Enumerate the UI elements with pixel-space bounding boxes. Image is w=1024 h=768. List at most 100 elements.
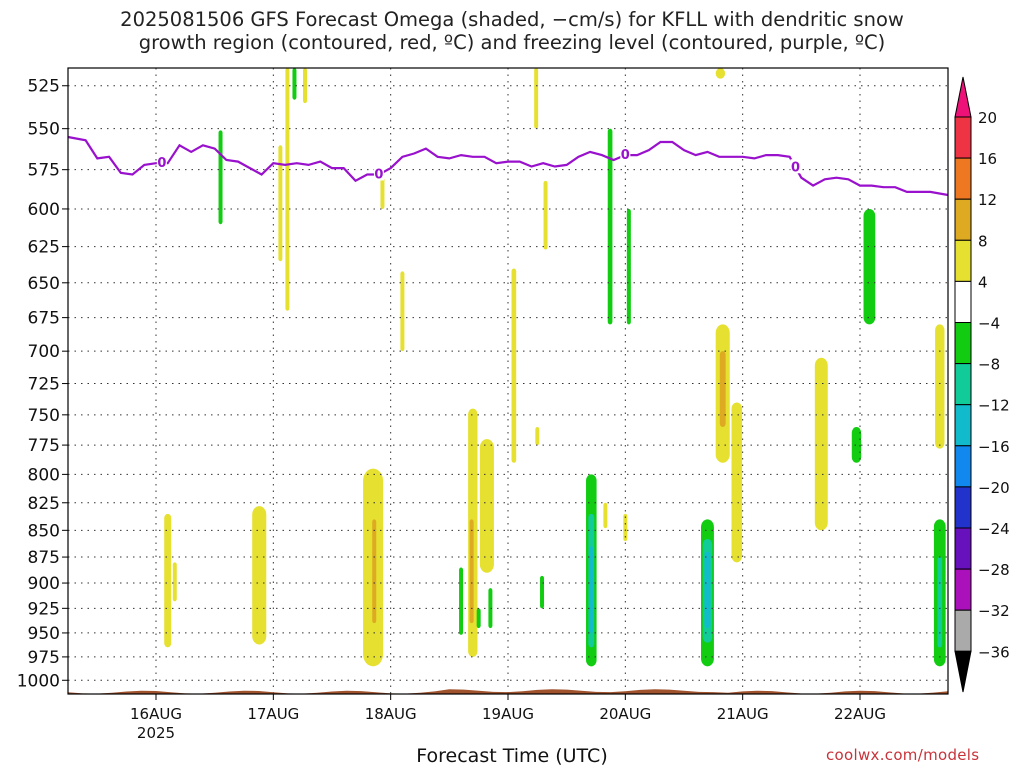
colorbar-swatch xyxy=(954,445,972,488)
colorbar: 20 16 12 8 4 −4 −8 −12 −16 −20 −24 −28 −32 −36 xyxy=(954,76,1010,693)
colorbar-swatch xyxy=(954,322,972,365)
freezing-level-label: 0 xyxy=(621,148,630,163)
colorbar-swatch xyxy=(954,198,972,241)
omega-region xyxy=(814,357,828,531)
y-tick-label: 825 xyxy=(28,494,60,514)
omega-region xyxy=(863,208,876,325)
x-tick-label: 16AUG xyxy=(130,705,182,723)
y-tick-label: 1000 xyxy=(17,671,60,691)
credit-text: coolwx.com/models xyxy=(826,746,980,764)
colorbar-label: 20 xyxy=(978,109,997,127)
omega-region xyxy=(400,271,405,352)
freezing-level-label-bg xyxy=(373,166,384,181)
omega-region xyxy=(731,402,743,563)
omega-region xyxy=(715,68,726,79)
omega-region xyxy=(626,208,631,325)
omega-region xyxy=(937,557,943,648)
colorbar-swatch xyxy=(954,527,972,570)
freezing-level-label: 0 xyxy=(374,167,383,182)
y-tick-label: 950 xyxy=(28,624,60,644)
omega-region xyxy=(278,145,283,262)
omega-region xyxy=(459,567,464,635)
terrain-fill xyxy=(68,689,948,695)
y-tick-label: 875 xyxy=(28,548,60,568)
omega-region xyxy=(372,519,377,624)
omega-region xyxy=(218,130,223,225)
freezing-level-label: 0 xyxy=(791,160,800,175)
colorbar-swatch xyxy=(954,280,972,323)
x-tick-label: 17AUG xyxy=(247,705,299,723)
y-tick-label: 550 xyxy=(28,120,60,140)
colorbar-label: −28 xyxy=(978,561,1010,579)
omega-region xyxy=(380,177,385,209)
omega-region xyxy=(535,427,540,446)
y-tick-label: 975 xyxy=(28,648,60,668)
omega-shading-layer xyxy=(164,68,946,667)
omega-region xyxy=(252,506,267,645)
omega-region xyxy=(164,513,172,648)
y-tick-label: 700 xyxy=(28,342,60,362)
omega-region xyxy=(623,513,628,542)
colorbar-label: −20 xyxy=(978,479,1010,497)
x-tick-label: 18AUG xyxy=(365,705,417,723)
pressure-axis: 525 550 575 600 625 650 675 700 725 750 775 800 825 8… xyxy=(17,77,68,691)
omega-region xyxy=(479,439,494,573)
freezing-level-label-bg xyxy=(156,155,167,170)
y-tick-label: 925 xyxy=(28,599,60,619)
freezing-level-label-bg xyxy=(620,147,631,162)
freezing-level-label-bg xyxy=(790,159,801,174)
x-tick-label: 21AUG xyxy=(717,705,769,723)
omega-region xyxy=(172,562,177,602)
omega-region xyxy=(543,180,548,250)
chart-title-line-2: growth region (contoured, red, ºC) and f… xyxy=(138,31,886,54)
x-tick-sublabel: 2025 xyxy=(137,724,175,742)
freezing-level-layer: 0 0 0 0 xyxy=(67,135,949,197)
y-tick-label: 625 xyxy=(28,238,60,258)
colorbar-swatch xyxy=(954,157,972,200)
y-tick-label: 725 xyxy=(28,375,60,395)
omega-region xyxy=(488,588,493,629)
omega-region xyxy=(603,502,608,529)
colorbar-label: 4 xyxy=(978,273,988,291)
omega-region xyxy=(285,68,290,311)
omega-region xyxy=(476,608,481,629)
y-tick-label: 775 xyxy=(28,436,60,456)
terrain-layer xyxy=(68,689,948,695)
colorbar-label: 12 xyxy=(978,191,997,209)
colorbar-label: 8 xyxy=(978,232,988,250)
y-tick-label: 750 xyxy=(28,406,60,426)
x-tick-label: 20AUG xyxy=(599,705,651,723)
y-tick-label: 900 xyxy=(28,574,60,594)
colorbar-bottom-arrow xyxy=(954,650,972,693)
colorbar-label: −8 xyxy=(978,356,1000,374)
omega-region xyxy=(540,575,545,609)
colorbar-label: 16 xyxy=(978,150,997,168)
colorbar-swatch xyxy=(954,363,972,406)
chart-title: 2025081506 GFS Forecast Omega (shaded, −… xyxy=(0,8,1024,54)
omega-region xyxy=(851,427,862,463)
y-tick-label: 575 xyxy=(28,161,60,181)
omega-region xyxy=(719,351,726,428)
y-tick-label: 600 xyxy=(28,200,60,220)
y-tick-label: 675 xyxy=(28,309,60,329)
colorbar-label: −16 xyxy=(978,438,1010,456)
omega-region xyxy=(469,519,474,624)
omega-region xyxy=(607,128,613,325)
omega-region xyxy=(292,68,297,100)
colorbar-label: −32 xyxy=(978,602,1010,620)
colorbar-swatch xyxy=(954,568,972,611)
x-tick-label: 19AUG xyxy=(482,705,534,723)
omega-region xyxy=(303,68,308,104)
chart-title-line-1: 2025081506 GFS Forecast Omega (shaded, −… xyxy=(120,8,904,31)
colorbar-swatch xyxy=(954,239,972,282)
omega-region xyxy=(704,551,711,629)
omega-region xyxy=(511,268,517,463)
colorbar-label: −12 xyxy=(978,397,1010,415)
x-tick-label: 22AUG xyxy=(834,705,886,723)
omega-region xyxy=(935,324,945,449)
y-tick-label: 850 xyxy=(28,521,60,541)
grid-lines xyxy=(68,68,948,694)
y-tick-label: 800 xyxy=(28,465,60,485)
omega-region xyxy=(534,68,539,129)
